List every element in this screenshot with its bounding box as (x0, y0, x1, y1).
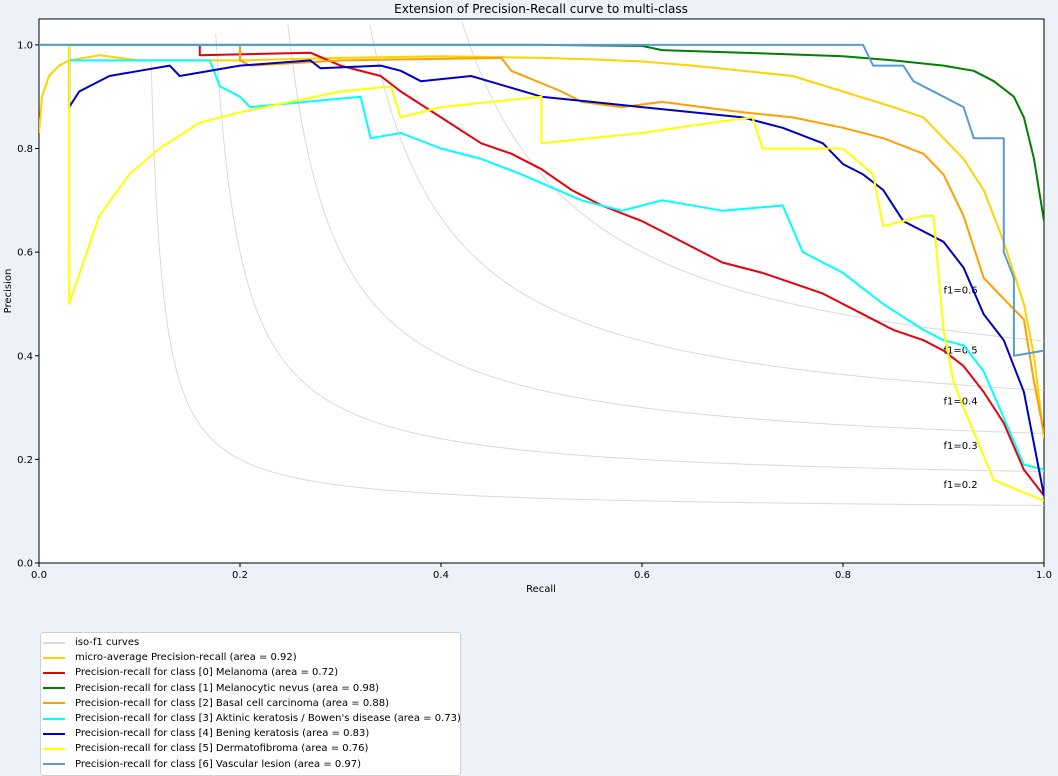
legend-swatch (43, 717, 65, 720)
legend-label: Precision-recall for class [1] Melanocyt… (75, 682, 380, 694)
iso-f1-label: f1=0.2 (944, 480, 978, 491)
x-tick-label: 1.0 (1036, 570, 1052, 581)
x-axis-label: Recall (526, 584, 556, 595)
series-line (39, 43, 1044, 222)
legend-swatch (43, 687, 65, 690)
legend-label: Precision-recall for class [4] Bening ke… (75, 728, 370, 740)
legend-label: Precision-recall for class [6] Vascular … (75, 758, 362, 770)
chart-title: Extension of Precision-Recall curve to m… (394, 2, 688, 16)
series-line (39, 43, 1044, 357)
series-line (239, 44, 1044, 434)
legend-swatch (43, 732, 65, 735)
legend-swatch (43, 747, 65, 750)
axes: 0.0 0.2 0.4 0.6 0.8 1.0 0.0 0.2 0.4 0.6 0.8 1.0 (17, 40, 1052, 581)
legend-label: Precision-recall for class [2] Basal cel… (75, 697, 389, 709)
legend-item: Precision-recall for class [4] Bening ke… (41, 726, 460, 741)
iso-f1-label: f1=0.5 (944, 345, 978, 356)
iso-f1-curves: f1=0.2f1=0.3f1=0.4f1=0.5f1=0.6 (150, 21, 1044, 506)
series-line (39, 43, 1044, 502)
y-tick-label: 0.2 (17, 455, 33, 466)
x-tick-label: 0.8 (835, 570, 851, 581)
legend-label: Precision-recall for class [3] Aktinic k… (75, 713, 461, 725)
x-tick-label: 0.2 (232, 570, 248, 581)
legend-swatch (43, 641, 65, 644)
series-line (198, 44, 1044, 497)
y-tick-label: 0.8 (17, 144, 33, 155)
y-axis-label: Precision (3, 269, 14, 314)
iso-f1-label: f1=0.6 (944, 286, 978, 297)
legend-item: Precision-recall for class [3] Aktinic k… (41, 711, 461, 726)
iso-f1-label: f1=0.3 (944, 441, 978, 452)
legend-item: Precision-recall for class [0] Melanoma … (41, 665, 460, 680)
x-tick-label: 0.6 (634, 570, 650, 581)
legend-swatch (43, 671, 65, 674)
y-tick-label: 0.6 (17, 248, 33, 259)
series-line (69, 59, 1044, 471)
legend-item: Precision-recall for class [5] Dermatofi… (41, 741, 460, 756)
legend-label: micro-average Precision-recall (area = 0… (75, 652, 297, 664)
iso-f1-curve (215, 33, 1044, 473)
iso-f1-curve (369, 24, 1044, 391)
legend-label: iso-f1 curves (75, 637, 140, 649)
pr-curve-chart: Extension of Precision-Recall curve to m… (3, 2, 1052, 595)
legend-item: micro-average Precision-recall (area = 0… (41, 650, 460, 665)
chart-legend: iso-f1 curves micro-average Precision-rec… (40, 632, 461, 776)
series-lines (39, 43, 1044, 502)
legend-swatch (43, 656, 65, 659)
legend-item: Precision-recall for class [6] Vascular … (41, 757, 460, 772)
series-line (39, 54, 1044, 439)
series-line (68, 44, 1044, 496)
legend-label: Precision-recall for class [5] Dermatofi… (75, 743, 369, 755)
iso-f1-curve (287, 23, 1044, 434)
y-tick-label: 0.4 (17, 351, 33, 362)
legend-label: Precision-recall for class [0] Melanoma … (75, 667, 339, 679)
legend-item: Precision-recall for class [1] Melanocyt… (41, 681, 460, 696)
iso-f1-curve (150, 59, 1044, 506)
legend-item: iso-f1 curves (41, 635, 460, 650)
legend-swatch (43, 763, 65, 766)
legend-item: Precision-recall for class [2] Basal cel… (41, 696, 460, 711)
y-tick-label: 1.0 (17, 40, 33, 51)
iso-f1-curve (461, 21, 1044, 342)
y-tick-label: 0.0 (17, 559, 33, 570)
x-tick-label: 0.0 (31, 570, 47, 581)
x-tick-label: 0.4 (433, 570, 449, 581)
legend-swatch (43, 702, 65, 705)
